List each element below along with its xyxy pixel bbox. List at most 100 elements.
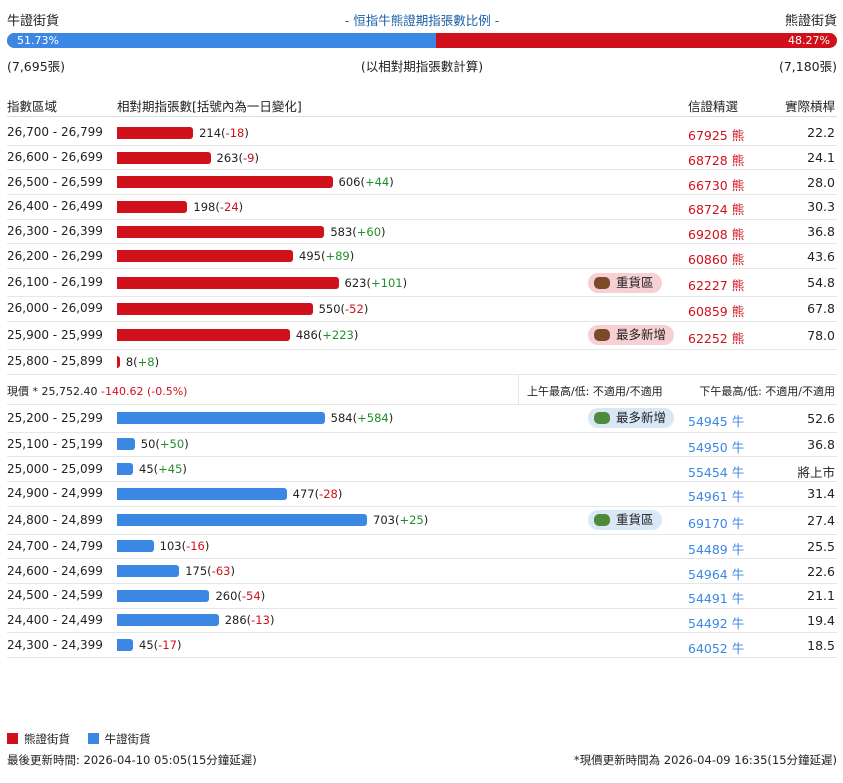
- warrant-code-link[interactable]: 64052 牛: [688, 640, 745, 656]
- daily-change: -54: [241, 588, 261, 603]
- col-leverage-header: 實際槓桿: [784, 99, 835, 114]
- warrant-code-link[interactable]: 60860 熊: [688, 251, 745, 267]
- strike-range: 26,500 - 26,599: [7, 174, 103, 189]
- spot-update-time: *現價更新時間為 2026-04-09 16:35(15分鐘延遲): [573, 753, 837, 767]
- warrant-code-link[interactable]: 69208 熊: [688, 227, 745, 243]
- contract-value-label: 583(+60): [330, 224, 386, 239]
- col-code-header: 信證精選: [688, 99, 739, 114]
- warrant-code-link[interactable]: 60859 熊: [688, 304, 745, 320]
- effective-leverage: 22.6: [807, 563, 835, 579]
- contract-value-label: 477(-28): [292, 486, 343, 501]
- header-row: 牛證街貨 - 恒指牛熊證期指張數比例 - 熊證街貨: [7, 10, 837, 29]
- strike-range: 26,600 - 26,699: [7, 150, 103, 165]
- daily-change: -17: [158, 638, 177, 653]
- bull-strike-row: 25,200 - 25,299 584(+584) 最多新增 54945 牛 52.6: [7, 405, 837, 433]
- bull-strike-row: 24,900 - 24,999 477(-28) 54961 牛 31.4: [7, 482, 837, 507]
- daily-change: +44: [364, 175, 390, 190]
- bull-highlight-tag: 最多新增: [588, 408, 675, 428]
- bear-percentage: 48.27%: [788, 34, 830, 47]
- warrant-code-link[interactable]: 69170 牛: [688, 515, 745, 531]
- bull-strike-row: 24,400 - 24,499 286(-13) 54492 牛 19.4: [7, 609, 837, 634]
- daily-change: -13: [251, 613, 270, 628]
- warrant-code-link[interactable]: 54964 牛: [688, 566, 745, 582]
- effective-leverage: 52.6: [807, 410, 835, 426]
- daily-change: -52: [345, 301, 364, 316]
- bear-contract-bar: [117, 276, 339, 289]
- daily-change: -24: [219, 199, 239, 214]
- bull-strike-row: 24,800 - 24,899 703(+25) 重貨區 69170 牛 27.4: [7, 507, 837, 535]
- warrant-code-link[interactable]: 62227 熊: [688, 278, 745, 294]
- warrant-code-link[interactable]: 68724 熊: [688, 202, 745, 218]
- bear-contract-bar: [117, 355, 120, 368]
- warrant-code-link[interactable]: 62252 熊: [688, 330, 745, 346]
- contract-value-label: 623(+101): [344, 275, 408, 290]
- effective-leverage: 43.6: [807, 248, 835, 264]
- bull-contract-bar: [117, 614, 219, 627]
- bear-icon: [594, 329, 610, 342]
- table-header: 指數區域 相對期指張數[括號內為一日變化] 信證精選 實際槓桿: [7, 96, 837, 117]
- effective-leverage: 22.2: [807, 125, 835, 141]
- effective-leverage: 78.0: [807, 327, 835, 343]
- contract-value-label: 495(+89): [299, 249, 355, 264]
- warrant-code-link[interactable]: 54491 牛: [688, 591, 745, 607]
- contract-count: 263: [216, 150, 239, 165]
- contract-count: 175: [185, 564, 208, 579]
- contract-count: 45: [139, 462, 154, 477]
- daily-change: +8: [137, 354, 155, 369]
- effective-leverage: 27.4: [807, 512, 835, 528]
- strike-range: 26,700 - 26,799: [7, 125, 103, 140]
- warrant-code-link[interactable]: 54489 牛: [688, 541, 745, 557]
- effective-leverage: 將上市: [797, 464, 835, 480]
- warrant-code-link[interactable]: 54961 牛: [688, 489, 745, 505]
- count-note: (以相對期指張數計算): [360, 59, 484, 74]
- bull-ratio-fill: [7, 33, 437, 48]
- bull-strike-row: 25,100 - 25,199 50(+50) 54950 牛 36.8: [7, 433, 837, 458]
- warrant-code-link[interactable]: 54945 牛: [688, 413, 745, 429]
- contract-value-label: 703(+25): [373, 513, 429, 528]
- effective-leverage: 36.8: [807, 436, 835, 452]
- contract-count: 8: [125, 354, 134, 369]
- effective-leverage: 54.8: [807, 275, 835, 291]
- contract-count: 286: [224, 613, 247, 628]
- bear-strike-row: 26,300 - 26,399 583(+60) 69208 熊 36.8: [7, 220, 837, 245]
- contract-count: 103: [159, 539, 182, 554]
- strike-range: 24,500 - 24,599: [7, 588, 103, 603]
- bull-strike-row: 24,600 - 24,699 175(-63) 54964 牛 22.6: [7, 559, 837, 584]
- warrant-code-link[interactable]: 66730 熊: [688, 177, 745, 193]
- warrant-code-link[interactable]: 55454 牛: [688, 464, 745, 480]
- bear-strike-row: 26,000 - 26,099 550(-52) 60859 熊 67.8: [7, 297, 837, 322]
- contract-value-label: 198(-24): [193, 199, 244, 214]
- daily-change: +60: [356, 224, 382, 239]
- effective-leverage: 18.5: [807, 637, 835, 653]
- effective-leverage: 30.3: [807, 199, 835, 215]
- warrant-code-link[interactable]: 54950 牛: [688, 439, 745, 455]
- bull-contract-bar: [117, 639, 133, 652]
- warrant-code-link[interactable]: 54492 牛: [688, 615, 745, 631]
- contract-count: 198: [193, 199, 216, 214]
- daily-change: +101: [371, 275, 403, 290]
- strike-range: 26,200 - 26,299: [7, 248, 103, 263]
- daily-change: +50: [159, 437, 185, 452]
- highlight-tag-label: 最多新增: [616, 327, 667, 343]
- spot-price: 現價 * 25,752.40 -140.62 (-0.5%): [7, 383, 187, 399]
- effective-leverage: 25.5: [807, 538, 835, 554]
- contract-count: 260: [215, 588, 238, 603]
- spot-label: 現價 *: [7, 384, 38, 398]
- daily-change: +89: [325, 249, 350, 264]
- effective-leverage: 36.8: [807, 224, 835, 240]
- highlight-tag-label: 重貨區: [616, 512, 654, 528]
- contract-count: 495: [299, 249, 321, 264]
- contract-count: 550: [318, 301, 341, 316]
- contract-value-label: 584(+584): [330, 411, 394, 425]
- bull-outstanding-label: 牛證街貨: [7, 14, 60, 29]
- daily-change: -28: [319, 486, 338, 501]
- contract-count: 584: [330, 411, 353, 425]
- bull-highlight-tag: 重貨區: [588, 510, 662, 531]
- warrant-code-link[interactable]: 67925 熊: [688, 128, 745, 144]
- bear-contract-bar: [117, 302, 313, 315]
- contract-count: 45: [139, 638, 154, 653]
- strike-range: 26,400 - 26,499: [7, 199, 103, 214]
- warrant-code-link[interactable]: 68728 熊: [688, 153, 745, 169]
- strike-range: 25,800 - 25,899: [7, 354, 103, 369]
- bear-contract-bar: [117, 250, 294, 263]
